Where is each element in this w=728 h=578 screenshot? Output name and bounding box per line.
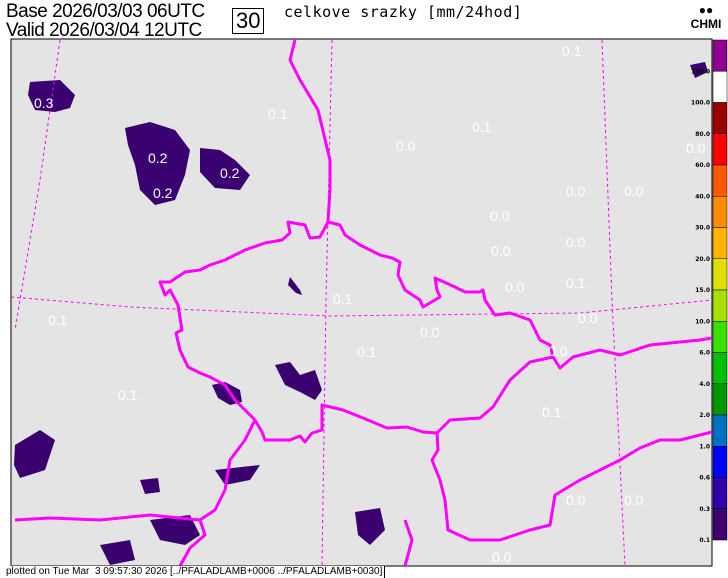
precip-area	[288, 277, 302, 295]
legend-swatch	[712, 39, 728, 72]
value-label: 0.0	[566, 183, 586, 199]
legend-label: 15.0	[695, 287, 710, 294]
value-label: 0.1	[48, 312, 68, 328]
value-label: 0.1	[472, 119, 492, 135]
value-label: 0.0	[686, 140, 706, 156]
legend-swatch	[712, 477, 728, 509]
value-label: 0.0	[505, 279, 525, 295]
value-label: 0.0	[566, 234, 586, 250]
legend-swatch	[712, 352, 728, 384]
value-label: 0.1	[542, 404, 562, 420]
logo-text: CHMI	[690, 17, 722, 31]
value-labels: 0.1 0.3 0.1 0.1 0.0 0.2 0.2 0.0 0.2 0.0 0.0 0.0 0.0 0…	[34, 43, 706, 565]
legend-label: 6.0	[699, 350, 710, 357]
logo-mark-icon: ●●	[698, 3, 714, 17]
precip-area	[125, 122, 190, 205]
legend-label: 4.0	[699, 381, 710, 388]
value-label: 0.2	[153, 185, 173, 201]
legend-swatch	[712, 133, 728, 166]
value-label: 0.1	[566, 275, 586, 291]
value-label: 0.1	[333, 291, 353, 307]
legend-swatch	[712, 414, 728, 447]
legend-label: 0.1	[699, 537, 710, 544]
precip-area	[100, 540, 135, 565]
value-label: 0.3	[34, 95, 54, 111]
legend-label: 10.0	[695, 318, 710, 325]
value-label: 0.0	[548, 343, 568, 359]
value-label: 0.0	[490, 208, 510, 224]
valid-time: Valid 2026/03/04 12UTC	[6, 20, 202, 41]
value-label: 0.2	[220, 165, 240, 181]
country-borders	[14, 39, 713, 567]
chmi-logo: ●● CHMI	[686, 3, 726, 31]
precip-area	[150, 515, 200, 545]
legend-label: 40.0	[695, 193, 710, 200]
precip-area	[355, 508, 385, 545]
legend-swatch	[712, 508, 728, 541]
precip-area	[200, 148, 250, 190]
legend-swatch	[712, 227, 728, 259]
graticule	[10, 39, 713, 567]
value-label: 0.1	[357, 344, 377, 360]
legend-label: 30.0	[695, 225, 710, 232]
value-label: 0.1	[118, 387, 138, 403]
legend-label: 0.6	[699, 475, 710, 482]
value-label: 0.0	[396, 138, 416, 154]
legend-swatch	[712, 321, 728, 353]
value-label: 0.1	[268, 106, 288, 122]
legend-label: 80.0	[695, 131, 710, 138]
legend-label: 20.0	[695, 256, 710, 263]
legend-label: 60.0	[695, 162, 710, 169]
legend-swatch	[712, 258, 728, 291]
map-title: celkove srazky [mm/24hod]	[284, 3, 523, 21]
legend-swatch	[712, 196, 728, 228]
precip-area	[140, 478, 160, 494]
legend-swatch	[712, 71, 728, 103]
precip-areas	[14, 62, 708, 565]
color-legend: 150.0 100.0 80.0 60.0 40.0 30.0 20.0 15.0 10.0 6.…	[691, 39, 728, 544]
legend-swatch	[712, 164, 728, 197]
base-time: Base 2026/03/03 06UTC	[6, 1, 205, 22]
legend-label: 150.0	[691, 68, 710, 75]
precip-area	[275, 362, 322, 400]
value-label: 0.0	[491, 243, 511, 259]
value-label: 0.0	[624, 492, 644, 508]
legend-swatch	[712, 289, 728, 322]
value-label: 0.2	[148, 150, 168, 166]
map-area	[10, 38, 713, 567]
legend-label: 100.0	[691, 100, 710, 107]
legend-label: 1.0	[699, 443, 710, 450]
value-label: 0.0	[420, 324, 440, 340]
value-label: 0.0	[492, 549, 512, 565]
value-label: 0.0	[566, 492, 586, 508]
legend-swatch	[712, 446, 728, 478]
precip-area	[14, 430, 55, 478]
legend-label: 0.3	[699, 506, 710, 513]
value-label: 0.0	[624, 183, 644, 199]
legend-swatch	[712, 383, 728, 416]
plot-footer: plotted on Tue Mar 3 09:57:30 2026 [../P…	[6, 566, 386, 578]
legend-label: 2.0	[699, 412, 710, 419]
forecast-hour-box: 30	[232, 8, 265, 34]
value-label: 0.1	[562, 43, 582, 59]
legend-swatch	[712, 102, 728, 134]
precip-area	[690, 62, 708, 78]
value-label: 0.0	[578, 310, 598, 326]
